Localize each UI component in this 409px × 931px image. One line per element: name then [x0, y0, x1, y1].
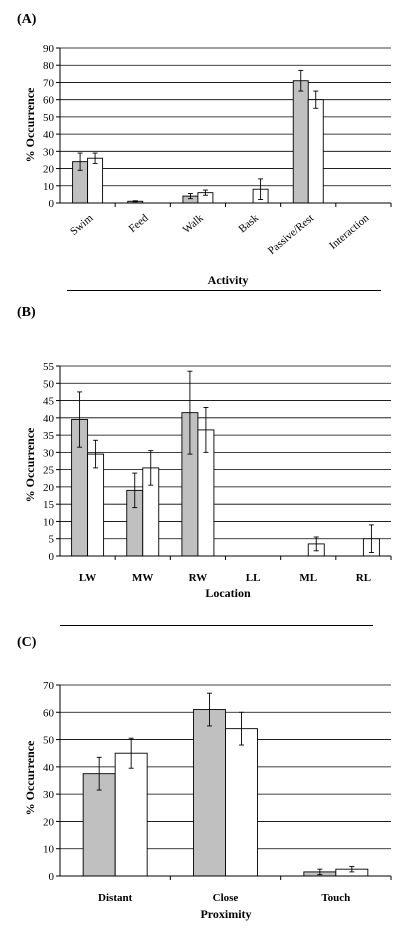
x-tick-label-c: Touch	[321, 892, 350, 904]
y-tick-label-c: 20	[43, 816, 55, 828]
panel-label-c: (C)	[17, 635, 37, 650]
chart-a: 0 10 20 30 40 50 60 70 80 90 Swim Feed Walk Bask Passi…	[23, 43, 392, 287]
y-tick-label-c: 10	[43, 844, 55, 856]
y-tick-label-b: 50	[43, 378, 55, 390]
x-tick-label-b: ML	[299, 572, 317, 584]
y-tick-label-c: 70	[43, 680, 55, 692]
panel-label-b: (B)	[17, 305, 36, 320]
y-tick-label-b: 10	[43, 516, 55, 528]
x-axis-title-a: Activity	[208, 273, 249, 287]
grid-b	[60, 365, 391, 540]
axes-a: 0 10 20 30 40 50 60 70 80 90 Swim Feed Walk Bask Passi…	[43, 43, 392, 257]
axes-c: 0 10 20 30 40 50 60 70 Distant Close Touch	[43, 680, 392, 904]
y-tick-label-a: 0	[49, 198, 55, 210]
y-tick-label-b: 45	[43, 396, 55, 408]
x-tick-label-c: Distant	[98, 892, 133, 904]
y-tick-label-a: 80	[43, 60, 55, 72]
separator-a	[67, 290, 381, 291]
x-tick-label-c: Close	[213, 892, 239, 904]
y-tick-label-a: 90	[43, 43, 55, 55]
y-tick-label-b: 5	[49, 534, 55, 546]
y-tick-label-b: 35	[43, 430, 55, 442]
x-tick-label-a: Feed	[127, 212, 151, 235]
y-tick-label-c: 50	[43, 735, 55, 747]
x-tick-label-b: RL	[356, 572, 371, 584]
x-tick-label-a: Interaction	[327, 212, 372, 252]
x-axis-title-b: Location	[205, 586, 251, 600]
y-tick-label-b: 40	[43, 413, 55, 425]
x-tick-label-a: Passive/Rest	[266, 212, 316, 257]
bars-b	[71, 370, 380, 557]
y-axis-title-a: % Occurrence	[23, 87, 37, 162]
axes-b: 0 5 10 15 20 25 30 35 40 45 50 55 LW MW RW LL ML RL	[43, 361, 392, 584]
grid-a	[60, 47, 391, 187]
bar-b	[87, 453, 105, 557]
y-tick-label-b: 30	[43, 447, 55, 459]
y-tick-label-c: 30	[43, 789, 55, 801]
panel-a: (A) 0 10 20 30 40 50 60 70 80 90 Swim Feed Walk Bask P…	[0, 0, 409, 300]
y-tick-label-c: 0	[49, 871, 55, 883]
bars-c	[82, 692, 369, 877]
y-tick-label-a: 70	[43, 77, 55, 89]
x-tick-label-b: RW	[189, 572, 208, 584]
x-tick-label-b: LW	[79, 572, 96, 584]
y-tick-label-c: 40	[43, 762, 55, 774]
y-tick-label-b: 20	[43, 482, 55, 494]
y-axis-title-c: % Occurrence	[23, 740, 37, 815]
y-tick-label-a: 30	[43, 146, 55, 158]
x-tick-label-a: Bask	[236, 212, 261, 236]
x-tick-label-b: MW	[132, 572, 153, 584]
y-tick-label-a: 50	[43, 112, 55, 124]
panel-label-a: (A)	[17, 12, 37, 27]
bar-a	[292, 80, 309, 204]
bar-c	[225, 728, 258, 877]
bar-a	[87, 157, 104, 204]
x-tick-label-a: Walk	[181, 212, 207, 236]
bar-a	[307, 99, 324, 204]
bar-c	[114, 752, 148, 877]
y-tick-label-b: 0	[49, 551, 55, 563]
y-tick-label-b: 15	[43, 499, 55, 511]
y-tick-label-a: 60	[43, 95, 55, 107]
separator-b	[60, 625, 373, 626]
chart-b: 0 5 10 15 20 25 30 35 40 45 50 55 LW MW RW LL ML RL % Occ…	[23, 361, 392, 600]
bar-c	[193, 709, 226, 877]
x-tick-label-b: LL	[246, 572, 261, 584]
panel-b: (B) 0 5 10 15 20 25 30 35 40 45 50 55 LW MW RW LL ML RL %…	[0, 300, 409, 630]
x-tick-label-a: Swim	[68, 212, 96, 238]
y-tick-label-b: 55	[43, 361, 55, 373]
y-tick-label-a: 20	[43, 164, 55, 176]
y-axis-title-b: % Occurrence	[23, 427, 37, 502]
y-tick-label-c: 60	[43, 707, 55, 719]
panel-c: (C) 0 10 20 30 40 50 60 70 Distant Close Touch % O…	[0, 630, 409, 931]
bars-a	[72, 69, 324, 204]
y-tick-label-a: 40	[43, 129, 55, 141]
y-tick-label-a: 10	[43, 181, 55, 193]
y-tick-label-b: 25	[43, 465, 55, 477]
x-axis-title-c: Proximity	[200, 907, 251, 921]
chart-c: 0 10 20 30 40 50 60 70 Distant Close Touch % Occur…	[23, 680, 392, 921]
